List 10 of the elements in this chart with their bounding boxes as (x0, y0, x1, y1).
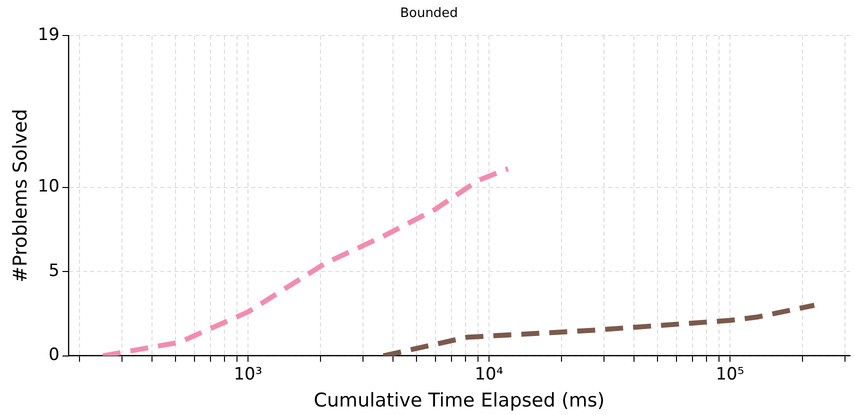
y-axis-title: #Problems Solved (9, 108, 32, 282)
x-tick-label: 10³ (234, 364, 262, 384)
y-tick-label: 19 (38, 25, 60, 46)
x-axis-title: Cumulative Time Elapsed (ms) (314, 390, 605, 412)
y-tick-label: 5 (48, 260, 60, 281)
chart-title: Bounded (400, 6, 458, 22)
x-tick-label: 10⁵ (716, 364, 744, 384)
y-tick-label: 0 (48, 345, 60, 366)
y-tick-label: 10 (38, 176, 60, 197)
x-tick-label: 10⁴ (474, 364, 504, 384)
